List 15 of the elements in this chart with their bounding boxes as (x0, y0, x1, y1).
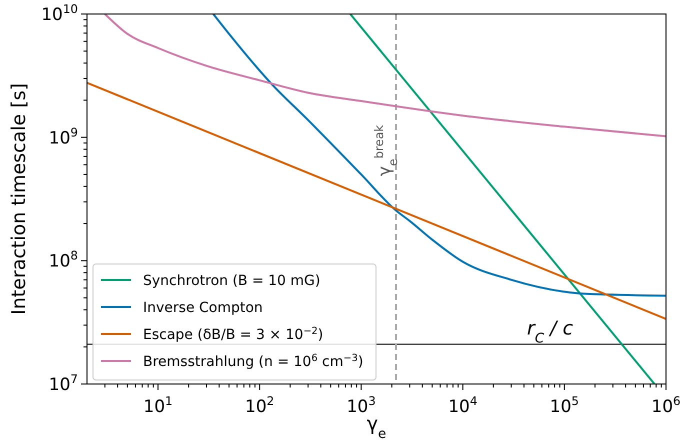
legend-label: Bremsstrahlung (n = 10$^{6}$ cm$^{−3}$) (143, 352, 364, 370)
y-tick-label: 10$^{8}$ (48, 248, 78, 272)
legend-label: Inverse Compton (143, 300, 263, 316)
legend-label: Escape (δB/B = 3 × 10$^{−2}$) (143, 326, 324, 343)
x-tick-label: 10$^{4}$ (448, 394, 478, 417)
x-tick-label: 10$^{6}$ (651, 394, 681, 417)
y-tick-label: 10$^{9}$ (48, 125, 78, 148)
ref-line-label: r$_{C}$ / c (527, 317, 574, 346)
y-axis-title: Interaction timescale [s] (8, 83, 30, 315)
x-tick-label: 10$^{1}$ (143, 394, 173, 417)
y-tick-label: 10$^{7}$ (48, 372, 78, 395)
legend-label: Synchrotron (B = 10 mG) (143, 273, 320, 289)
x-tick-label: 10$^{5}$ (550, 394, 580, 417)
x-tick-label: 10$^{2}$ (245, 394, 274, 417)
y-tick-label: 10$^{10}$ (41, 2, 78, 25)
